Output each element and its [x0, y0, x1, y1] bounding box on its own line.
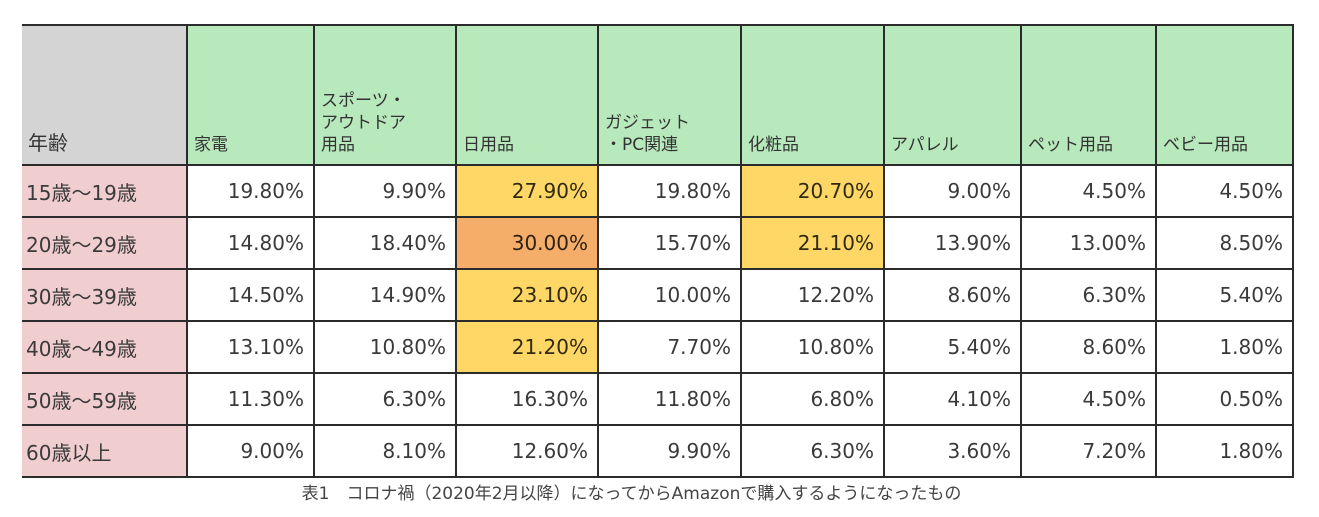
percentage-cell: 15.70% [597, 216, 742, 270]
column-header-baby-goods: ベビー用品 [1155, 24, 1294, 166]
age-group-cell: 15歳～19歳 [22, 164, 188, 218]
percentage-cell: 10.80% [740, 320, 885, 374]
percentage-cell: 12.60% [455, 424, 599, 478]
table-row: 50歳～59歳 11.30% 6.30% 16.30% 11.80% 6.80% 4.10%… [22, 372, 1294, 426]
percentage-cell: 1.80% [1155, 320, 1294, 374]
percentage-cell: 16.30% [455, 372, 599, 426]
percentage-cell: 5.40% [1155, 268, 1294, 322]
percentage-cell: 4.50% [1020, 164, 1157, 218]
percentage-cell: 18.40% [313, 216, 457, 270]
percentage-cell: 14.90% [313, 268, 457, 322]
highlighted-percentage-cell: 21.10% [740, 216, 885, 270]
purchase-category-table: 年齢 家電 スポーツ・ アウトドア 用品 日用品 ガジェット ・PC関連 化粧品… [22, 24, 1294, 478]
percentage-cell: 4.10% [883, 372, 1022, 426]
percentage-cell: 7.20% [1020, 424, 1157, 478]
age-group-cell: 50歳～59歳 [22, 372, 188, 426]
age-column-header: 年齢 [22, 24, 188, 166]
column-header-gadgets-pc: ガジェット ・PC関連 [597, 24, 742, 166]
column-header-pet-goods: ペット用品 [1020, 24, 1157, 166]
percentage-cell: 4.50% [1020, 372, 1157, 426]
percentage-cell: 9.90% [597, 424, 742, 478]
percentage-cell: 11.80% [597, 372, 742, 426]
percentage-cell: 1.80% [1155, 424, 1294, 478]
percentage-cell: 14.50% [186, 268, 315, 322]
highlighted-percentage-cell: 27.90% [455, 164, 599, 218]
column-header-cosmetics: 化粧品 [740, 24, 885, 166]
percentage-cell: 8.60% [1020, 320, 1157, 374]
column-header-appliances: 家電 [186, 24, 315, 166]
percentage-cell: 0.50% [1155, 372, 1294, 426]
percentage-cell: 3.60% [883, 424, 1022, 478]
percentage-cell: 11.30% [186, 372, 315, 426]
percentage-cell: 6.30% [1020, 268, 1157, 322]
percentage-cell: 7.70% [597, 320, 742, 374]
highlighted-percentage-cell: 20.70% [740, 164, 885, 218]
percentage-cell: 8.10% [313, 424, 457, 478]
age-group-cell: 40歳～49歳 [22, 320, 188, 374]
percentage-cell: 13.90% [883, 216, 1022, 270]
column-header-apparel: アパレル [883, 24, 1022, 166]
column-header-sports-outdoor: スポーツ・ アウトドア 用品 [313, 24, 457, 166]
percentage-cell: 19.80% [186, 164, 315, 218]
percentage-cell: 10.00% [597, 268, 742, 322]
table-row: 20歳～29歳 14.80% 18.40% 30.00% 15.70% 21.10% 13.… [22, 216, 1294, 270]
percentage-cell: 14.80% [186, 216, 315, 270]
table-row: 40歳～49歳 13.10% 10.80% 21.20% 7.70% 10.80% 5.40… [22, 320, 1294, 374]
percentage-cell: 10.80% [313, 320, 457, 374]
header-row: 年齢 家電 スポーツ・ アウトドア 用品 日用品 ガジェット ・PC関連 化粧品… [22, 24, 1294, 166]
table-caption: 表1 コロナ禍（2020年2月以降）になってからAmazonで購入するようになっ… [301, 484, 962, 504]
age-group-cell: 60歳以上 [22, 424, 188, 478]
percentage-cell: 6.30% [740, 424, 885, 478]
table-row: 60歳以上 9.00% 8.10% 12.60% 9.90% 6.30% 3.60% 7.20… [22, 424, 1294, 478]
table-row: 15歳～19歳 19.80% 9.90% 27.90% 19.80% 20.70% 9.00… [22, 164, 1294, 218]
highlighted-percentage-cell: 21.20% [455, 320, 599, 374]
percentage-cell: 19.80% [597, 164, 742, 218]
age-group-cell: 20歳～29歳 [22, 216, 188, 270]
percentage-cell: 13.10% [186, 320, 315, 374]
percentage-cell: 5.40% [883, 320, 1022, 374]
table-row: 30歳～39歳 14.50% 14.90% 23.10% 10.00% 12.20% 8.6… [22, 268, 1294, 322]
percentage-cell: 9.00% [883, 164, 1022, 218]
highlighted-percentage-cell: 23.10% [455, 268, 599, 322]
percentage-cell: 13.00% [1020, 216, 1157, 270]
percentage-cell: 6.30% [313, 372, 457, 426]
percentage-cell: 8.60% [883, 268, 1022, 322]
percentage-cell: 12.20% [740, 268, 885, 322]
highlighted-percentage-cell: 30.00% [455, 216, 599, 270]
percentage-cell: 4.50% [1155, 164, 1294, 218]
percentage-cell: 9.00% [186, 424, 315, 478]
column-header-daily-goods: 日用品 [455, 24, 599, 166]
percentage-cell: 8.50% [1155, 216, 1294, 270]
age-group-cell: 30歳～39歳 [22, 268, 188, 322]
percentage-cell: 6.80% [740, 372, 885, 426]
percentage-cell: 9.90% [313, 164, 457, 218]
